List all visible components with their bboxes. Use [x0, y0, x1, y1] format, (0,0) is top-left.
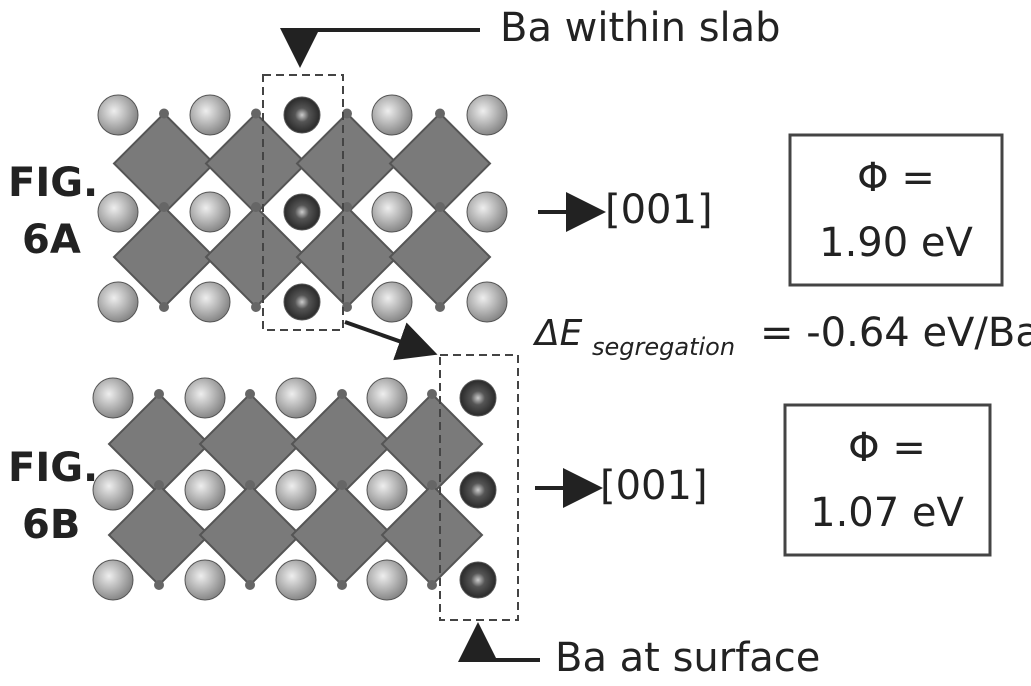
atom [98, 95, 138, 135]
oxygen [337, 389, 347, 399]
arrow [300, 30, 480, 60]
oxygen [245, 389, 255, 399]
ba-atom [460, 472, 496, 508]
segregation-value: = -0.64 eV/Ba [760, 310, 1031, 356]
atom [367, 470, 407, 510]
figure: Ba within slab Ba at surface FIG. 6A [00… [0, 0, 1031, 686]
oxygen [154, 580, 164, 590]
oxygen [159, 109, 169, 119]
arrow [478, 630, 540, 660]
ba-atom [284, 284, 320, 320]
direction: [001] [600, 463, 708, 509]
ba-atom [460, 380, 496, 416]
phi-label: Φ = [848, 425, 926, 471]
oxygen [154, 389, 164, 399]
oxygen [435, 302, 445, 312]
atom [190, 282, 230, 322]
atom [467, 192, 507, 232]
atom [185, 560, 225, 600]
atom [93, 470, 133, 510]
oxygen [435, 202, 445, 212]
oxygen [245, 580, 255, 590]
atom [93, 378, 133, 418]
atom [467, 282, 507, 322]
atom [276, 470, 316, 510]
phi-value: 1.07 eV [810, 490, 964, 536]
atom [98, 282, 138, 322]
ba-atom [284, 97, 320, 133]
oxygen [337, 480, 347, 490]
oxygen [154, 480, 164, 490]
atom [372, 95, 412, 135]
oxygen [159, 202, 169, 212]
ba-atom [460, 562, 496, 598]
atom [367, 560, 407, 600]
atom [185, 470, 225, 510]
atom [276, 560, 316, 600]
oxygen [251, 202, 261, 212]
oxygen [427, 389, 437, 399]
atom [372, 192, 412, 232]
atom [98, 192, 138, 232]
atom [372, 282, 412, 322]
arrow [345, 322, 430, 352]
callout-bottom: Ba at surface [555, 635, 820, 681]
oxygen [251, 109, 261, 119]
oxygen [245, 480, 255, 490]
oxygen [337, 580, 347, 590]
fig-label: 6A [22, 217, 81, 263]
fig-label: FIG. [8, 445, 98, 491]
atom [190, 95, 230, 135]
atom [367, 378, 407, 418]
atom [185, 378, 225, 418]
delta-e-subscript: segregation [592, 333, 735, 361]
oxygen [435, 109, 445, 119]
crystal-structures [93, 95, 507, 600]
fig-label: FIG. [8, 160, 98, 206]
callout-top: Ba within slab [500, 5, 781, 51]
phi-label: Φ = [857, 155, 935, 201]
delta-e: ΔE [532, 313, 583, 354]
oxygen [251, 302, 261, 312]
phi-value: 1.90 eV [819, 220, 973, 266]
atom [93, 560, 133, 600]
atom [190, 192, 230, 232]
atom [467, 95, 507, 135]
oxygen [159, 302, 169, 312]
ba-atom [284, 194, 320, 230]
fig-label: 6B [22, 502, 80, 548]
oxygen [427, 580, 437, 590]
oxygen [427, 480, 437, 490]
atom [276, 378, 316, 418]
direction: [001] [605, 187, 713, 233]
